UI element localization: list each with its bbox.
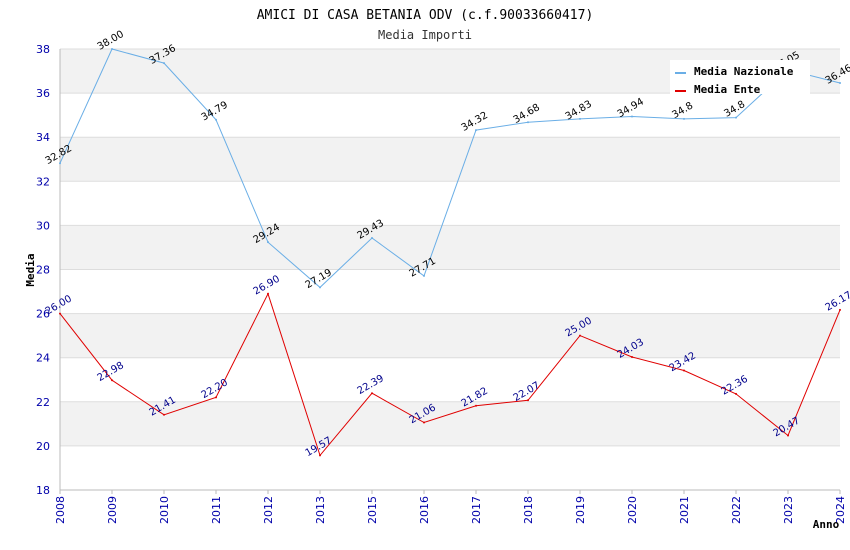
legend-label-ente: Media Ente bbox=[694, 83, 761, 96]
x-tick-label: 2020 bbox=[626, 496, 639, 524]
data-point-nazionale bbox=[683, 117, 685, 120]
x-tick-label: 2010 bbox=[158, 496, 171, 524]
data-point-nazionale bbox=[631, 115, 633, 118]
x-tick-label: 2013 bbox=[314, 496, 327, 524]
legend-label-nazionale: Media Nazionale bbox=[694, 65, 794, 78]
plot-band bbox=[60, 93, 840, 138]
y-tick-label: 26 bbox=[36, 308, 50, 321]
data-point-ente bbox=[111, 379, 113, 382]
data-point-ente bbox=[215, 396, 217, 399]
x-tick-label: 2012 bbox=[262, 496, 275, 524]
x-tick-label: 2021 bbox=[678, 496, 691, 524]
data-point-ente bbox=[787, 434, 789, 437]
chart-title: AMICI DI CASA BETANIA ODV (c.f.900336604… bbox=[257, 8, 594, 23]
x-tick-label: 2017 bbox=[470, 496, 483, 524]
data-point-nazionale bbox=[839, 81, 841, 84]
series-line-nazionale bbox=[59, 48, 841, 289]
x-axis-label: Anno bbox=[813, 518, 840, 531]
y-tick-label: 22 bbox=[36, 396, 50, 409]
x-tick-label: 2024 bbox=[834, 496, 847, 524]
data-point-ente bbox=[163, 413, 165, 416]
data-point-ente bbox=[579, 334, 581, 337]
data-point-nazionale bbox=[319, 286, 321, 289]
x-tick-label: 2009 bbox=[106, 496, 119, 524]
chart-subtitle: Media Importi bbox=[378, 28, 472, 42]
data-point-ente bbox=[475, 404, 477, 407]
plot-band bbox=[60, 445, 840, 490]
data-point-ente bbox=[59, 312, 61, 315]
data-point-ente bbox=[267, 292, 269, 295]
x-tick-labels: 2008 2009 2010 2011 2012 2013 2015 2016 2017 2018… bbox=[54, 490, 847, 524]
x-tick-label: 2008 bbox=[54, 496, 67, 524]
data-point-nazionale bbox=[475, 129, 477, 132]
x-tick-label: 2015 bbox=[366, 496, 379, 524]
plot-band bbox=[60, 357, 840, 402]
data-point-ente bbox=[683, 369, 685, 372]
plot-bands bbox=[60, 49, 840, 490]
plot-band bbox=[60, 269, 840, 314]
y-tick-label: 18 bbox=[36, 484, 50, 497]
y-tick-label: 36 bbox=[36, 87, 50, 100]
data-point-ente bbox=[319, 454, 321, 457]
data-point-nazionale bbox=[527, 121, 529, 124]
data-point-nazionale bbox=[111, 48, 113, 50]
data-point-nazionale bbox=[215, 118, 217, 121]
x-tick-label: 2023 bbox=[782, 496, 795, 524]
x-tick-label: 2018 bbox=[522, 496, 535, 524]
data-point-nazionale bbox=[59, 162, 61, 165]
data-point-nazionale bbox=[735, 116, 737, 119]
y-tick-label: 30 bbox=[36, 219, 50, 232]
y-tick-label: 32 bbox=[36, 175, 50, 188]
data-point-nazionale bbox=[579, 117, 581, 120]
y-tick-label: 28 bbox=[36, 264, 50, 277]
y-tick-label: 24 bbox=[36, 352, 50, 365]
data-point-nazionale bbox=[267, 241, 269, 244]
axes bbox=[59, 49, 840, 491]
y-tick-label: 34 bbox=[36, 131, 50, 144]
x-tick-label: 2019 bbox=[574, 496, 587, 524]
data-point-nazionale bbox=[423, 274, 425, 277]
legend-box bbox=[670, 60, 810, 94]
data-point-ente bbox=[371, 392, 373, 395]
plot-band bbox=[60, 313, 840, 358]
plot-band bbox=[60, 401, 840, 446]
data-point-ente bbox=[527, 399, 529, 402]
series-lines bbox=[59, 48, 841, 457]
y-tick-label: 38 bbox=[36, 43, 50, 56]
series-line-ente bbox=[59, 292, 841, 457]
data-point-nazionale bbox=[163, 62, 165, 65]
x-tick-label: 2022 bbox=[730, 496, 743, 524]
y-axis-label: Media bbox=[24, 253, 37, 286]
x-tick-label: 2016 bbox=[418, 496, 431, 524]
data-point-ente bbox=[839, 308, 841, 311]
plot-band bbox=[60, 137, 840, 182]
plot-band bbox=[60, 225, 840, 270]
x-tick-label: 2011 bbox=[210, 496, 223, 524]
data-point-ente bbox=[631, 356, 633, 359]
data-point-ente bbox=[423, 421, 425, 424]
data-point-nazionale bbox=[371, 236, 373, 239]
legend: Media Nazionale Media Ente bbox=[670, 60, 810, 96]
y-tick-labels: 18 20 22 24 26 28 30 32 34 36 38 bbox=[36, 43, 50, 497]
y-tick-label: 20 bbox=[36, 440, 50, 453]
data-point-ente bbox=[735, 392, 737, 395]
